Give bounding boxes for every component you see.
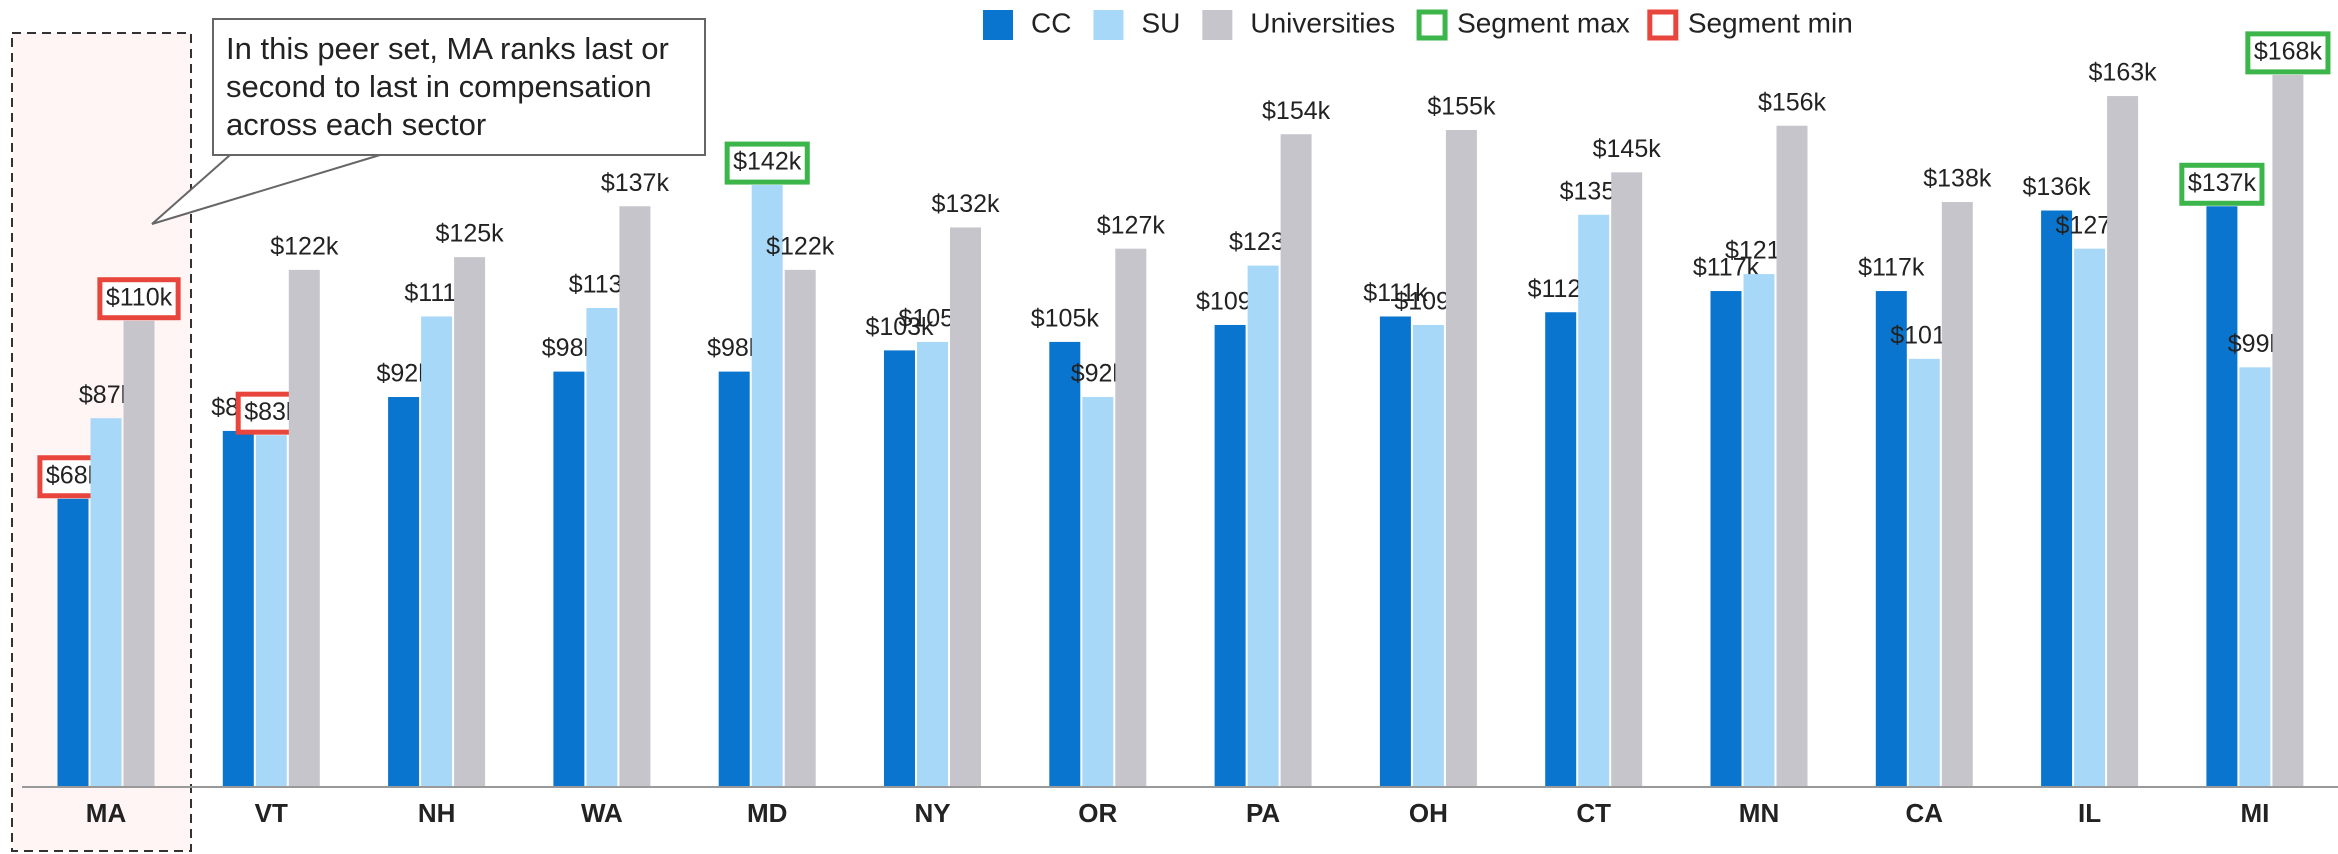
bar xyxy=(2041,210,2073,787)
legend-label: CC xyxy=(1031,7,1071,38)
bar xyxy=(2074,248,2106,787)
value-label: $111k xyxy=(1363,279,1428,307)
value-label: $136k xyxy=(2023,173,2092,201)
value-label: $127k xyxy=(1097,211,1166,239)
bar xyxy=(421,316,453,787)
value-label: $122k xyxy=(766,232,835,260)
label-highlight xyxy=(2179,162,2265,206)
bar xyxy=(2206,206,2238,787)
annotation-line: second to last in compensation xyxy=(226,69,652,104)
x-tick-label: WA xyxy=(581,798,623,828)
value-label: $137k xyxy=(601,169,670,197)
bar xyxy=(454,257,486,787)
annotation-pointer xyxy=(151,154,381,225)
bar xyxy=(255,435,287,787)
bar xyxy=(1941,202,1973,788)
bar xyxy=(1743,274,1775,787)
x-tick-label: NH xyxy=(418,798,456,828)
x-tick-label: CT xyxy=(1576,798,1611,828)
bar xyxy=(1412,324,1444,787)
bar xyxy=(784,269,816,787)
x-tick-label: NY xyxy=(914,798,950,828)
bar xyxy=(950,227,981,787)
bar xyxy=(1875,291,1907,787)
bar xyxy=(553,371,585,787)
x-tick-label: OH xyxy=(1409,798,1448,828)
bar xyxy=(1082,397,1114,787)
bar xyxy=(1247,265,1279,787)
annotation-line: In this peer set, MA ranks last or xyxy=(226,31,669,66)
bar xyxy=(1379,316,1411,787)
legend-label: Segment min xyxy=(1688,7,1853,38)
x-tick-label: OR xyxy=(1078,798,1117,828)
legend-swatch xyxy=(983,10,1013,40)
value-label: $103k xyxy=(865,313,934,341)
bar xyxy=(123,320,155,787)
label-highlight xyxy=(724,141,810,185)
label-highlight xyxy=(2245,31,2331,75)
value-label: $110k xyxy=(106,283,173,311)
value-label: $125k xyxy=(436,220,505,248)
value-label: $145k xyxy=(1593,135,1662,163)
bar xyxy=(222,430,254,787)
bar xyxy=(2107,96,2139,788)
value-label: $155k xyxy=(1427,93,1496,121)
legend-swatch xyxy=(1093,10,1124,40)
bar xyxy=(718,371,750,787)
value-label: $132k xyxy=(931,190,1000,218)
bar xyxy=(619,206,651,787)
bar xyxy=(90,418,122,787)
bar xyxy=(388,397,420,787)
annotation-line: across each sector xyxy=(226,107,486,142)
bar xyxy=(1908,358,1940,787)
bar xyxy=(917,341,948,787)
bar xyxy=(1578,214,1610,787)
x-tick-label: IL xyxy=(2078,798,2101,828)
legend-swatch xyxy=(1647,9,1679,41)
x-tick-label: MA xyxy=(86,798,127,828)
value-label: $122k xyxy=(270,232,339,260)
legend-swatch xyxy=(1202,10,1233,40)
legend-label: Universities xyxy=(1250,7,1395,38)
value-label: $156k xyxy=(1758,88,1827,116)
bar xyxy=(57,498,89,787)
x-tick-label: MN xyxy=(1739,798,1779,828)
x-tick-label: CA xyxy=(1906,798,1944,828)
bar xyxy=(1776,125,1808,787)
bar xyxy=(884,350,915,787)
legend-label: Segment max xyxy=(1457,7,1630,38)
bar xyxy=(751,185,783,788)
value-label: $154k xyxy=(1262,97,1331,125)
bar xyxy=(1214,324,1246,787)
bar xyxy=(1445,129,1477,787)
x-tick-label: MI xyxy=(2240,798,2269,828)
bar xyxy=(288,269,320,787)
value-label: $138k xyxy=(1923,165,1992,193)
legend-swatch xyxy=(1416,9,1448,41)
x-tick-label: VT xyxy=(255,798,288,828)
x-tick-label: MD xyxy=(747,798,787,828)
bar xyxy=(1545,312,1577,787)
bar xyxy=(2239,367,2271,787)
label-highlight xyxy=(97,277,181,321)
bar xyxy=(1710,291,1742,787)
bar xyxy=(586,308,618,787)
x-tick-label: PA xyxy=(1246,798,1280,828)
value-label: $168k xyxy=(2254,37,2323,65)
bar xyxy=(1049,341,1081,787)
value-label: $105k xyxy=(1031,305,1100,333)
bar xyxy=(1280,134,1312,787)
value-label: $163k xyxy=(2089,59,2158,87)
value-label: $142k xyxy=(733,148,802,176)
value-label: $137k xyxy=(2188,169,2257,197)
bar xyxy=(2272,74,2304,787)
bar xyxy=(1115,248,1147,787)
legend-label: SU xyxy=(1141,7,1180,38)
value-label: $117k xyxy=(1858,254,1925,282)
bar xyxy=(1611,172,1643,788)
